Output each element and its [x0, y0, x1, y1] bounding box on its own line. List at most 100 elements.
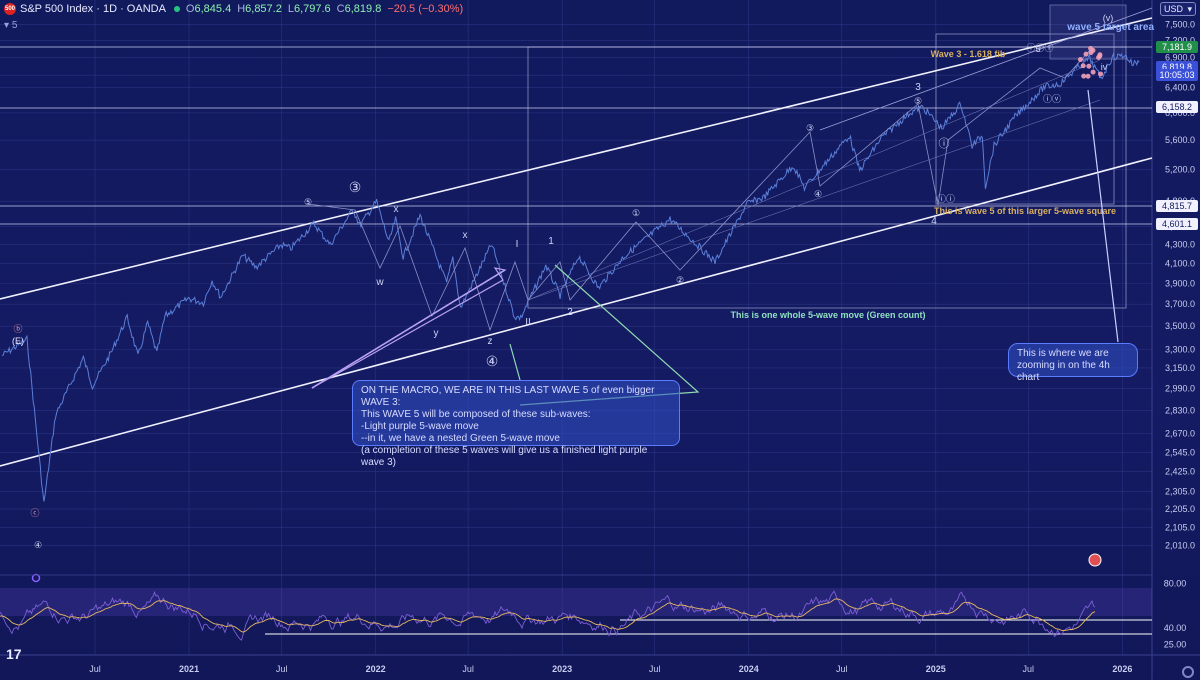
- earnings-marker-icon: [1088, 553, 1102, 567]
- indicator-toggle[interactable]: ▾ 5: [4, 20, 18, 31]
- wave-marker-dot: [1098, 71, 1104, 77]
- x-tick-label: 2025: [926, 664, 946, 674]
- x-tick-label: 2026: [1112, 664, 1132, 674]
- sp500-logo: 500: [4, 3, 16, 15]
- rsi-level-label: 40.00: [1164, 623, 1187, 633]
- wave-label: iv: [1101, 62, 1108, 72]
- wave-label: ①: [632, 208, 640, 218]
- wave-marker-dot: [1090, 47, 1096, 53]
- y-tick-label: 5,200.0: [1165, 165, 1195, 175]
- wave-label: ⓘⓘ: [937, 194, 955, 204]
- wave-label: y: [434, 328, 439, 339]
- y-tick-label: 6,900.0: [1165, 53, 1195, 63]
- wave-label: ③: [806, 123, 814, 133]
- gear-icon[interactable]: [1182, 666, 1194, 678]
- wave-marker-dot: [1083, 51, 1089, 57]
- wave-marker-dot: [1085, 73, 1091, 79]
- market-status-dot: [173, 6, 180, 12]
- symbol-title[interactable]: S&P 500 Index · 1D · OANDA: [20, 3, 166, 15]
- wave-label: ④: [486, 353, 499, 369]
- wave-label: ③: [349, 179, 362, 195]
- y-tick-label: 2,990.0: [1165, 384, 1195, 394]
- x-tick-label: Jul: [462, 664, 474, 674]
- rsi-line: [0, 590, 1096, 641]
- wave-label: ⓘ: [939, 137, 950, 150]
- green-arrow-up: [509, 343, 521, 381]
- wave-label: w: [375, 277, 384, 288]
- grid-lines: [0, 0, 1152, 655]
- y-tick-label: 3,700.0: [1165, 299, 1195, 309]
- purple-arrow-line: [311, 269, 506, 389]
- wave-label: I: [516, 239, 519, 250]
- wave-label: ⑤: [914, 96, 922, 106]
- fan-line: [819, 7, 1153, 131]
- wave-label: ④: [814, 189, 822, 199]
- fan-line: [527, 99, 1101, 301]
- wave-label: 5: [1035, 44, 1040, 54]
- y-tick-label: 2,830.0: [1165, 405, 1195, 415]
- wave-structure-line: [307, 49, 1091, 332]
- channel-upper-line: [0, 17, 1153, 300]
- header: 500 S&P 500 Index · 1D · OANDA O6,845.4 …: [0, 0, 463, 18]
- price-label: 10:05:03: [1159, 70, 1194, 80]
- wave-label: x: [463, 230, 468, 241]
- ohlc-close: C6,819.8: [336, 3, 382, 15]
- price-label: 6,158.2: [1162, 102, 1192, 112]
- target-area-box: [1049, 4, 1127, 60]
- rsi-level-label: 25.00: [1164, 639, 1187, 649]
- y-tick-label: 2,545.0: [1165, 447, 1195, 457]
- wave-label: z: [488, 336, 493, 347]
- x-tick-label: Jul: [649, 664, 661, 674]
- price-change: −20.5 (−0.30%): [387, 3, 464, 15]
- y-tick-label: 2,425.0: [1165, 466, 1195, 476]
- wave-label: 2: [567, 307, 573, 318]
- wave-label: 4: [931, 216, 937, 227]
- price-label-bg: [1156, 101, 1198, 113]
- ohlc-low: L6,797.6: [287, 3, 331, 15]
- wave5-square-box: [935, 33, 1115, 205]
- tradingview-logo: 17: [6, 646, 22, 662]
- y-tick-label: 5,600.0: [1165, 135, 1195, 145]
- y-tick-label: 3,900.0: [1165, 278, 1195, 288]
- wave-label: ②: [676, 275, 684, 285]
- x-tick-label: Jul: [89, 664, 101, 674]
- y-tick-label: 2,305.0: [1165, 487, 1195, 497]
- wave-marker-dot: [1080, 63, 1086, 69]
- ohlc-open: O6,845.4: [185, 3, 232, 15]
- price-label: 6,819.8: [1162, 62, 1192, 72]
- rsi-pane-marker: [31, 573, 41, 583]
- x-tick-label: 2024: [739, 664, 759, 674]
- y-tick-label: 4,100.0: [1165, 259, 1195, 269]
- x-tick-label: Jul: [836, 664, 848, 674]
- y-tick-label: 3,300.0: [1165, 344, 1195, 354]
- wave-label: 1: [548, 236, 554, 247]
- zoom-arrow: [1087, 89, 1119, 343]
- currency-selector[interactable]: USD ▾: [1160, 2, 1196, 16]
- macro-note[interactable]: ON THE MACRO, WE ARE IN THIS LAST WAVE 5…: [352, 380, 680, 468]
- price-series-line: [1, 52, 1140, 502]
- x-tick-label: 2022: [366, 664, 386, 674]
- wave-label: (E): [12, 336, 24, 346]
- y-tick-label: 2,105.0: [1165, 522, 1195, 532]
- price-label: 4,815.7: [1162, 201, 1192, 211]
- y-tick-label: 2,205.0: [1165, 504, 1195, 514]
- y-tick-label: 2,670.0: [1165, 428, 1195, 438]
- wave-label: 3: [915, 82, 921, 93]
- price-label-bg: [1156, 41, 1198, 53]
- y-tick-label: 4,300.0: [1165, 240, 1195, 250]
- y-tick-label: 6,400.0: [1165, 82, 1195, 92]
- wave-marker-dot: [1086, 63, 1092, 69]
- x-tick-label: 2021: [179, 664, 199, 674]
- wave-label: x: [394, 204, 399, 215]
- price-label-bg: [1156, 69, 1198, 81]
- rsi-band: [0, 588, 1152, 616]
- zoom-note[interactable]: This is where we are zooming in on the 4…: [1008, 343, 1138, 383]
- square-label: This is wave 5 of this larger 5-wave squ…: [934, 206, 1116, 216]
- fan-line: [527, 59, 1101, 301]
- wave-marker-dot: [1081, 73, 1087, 79]
- y-tick-label: 2,010.0: [1165, 541, 1195, 551]
- wave-marker-dot: [1077, 57, 1083, 63]
- x-tick-label: Jul: [276, 664, 288, 674]
